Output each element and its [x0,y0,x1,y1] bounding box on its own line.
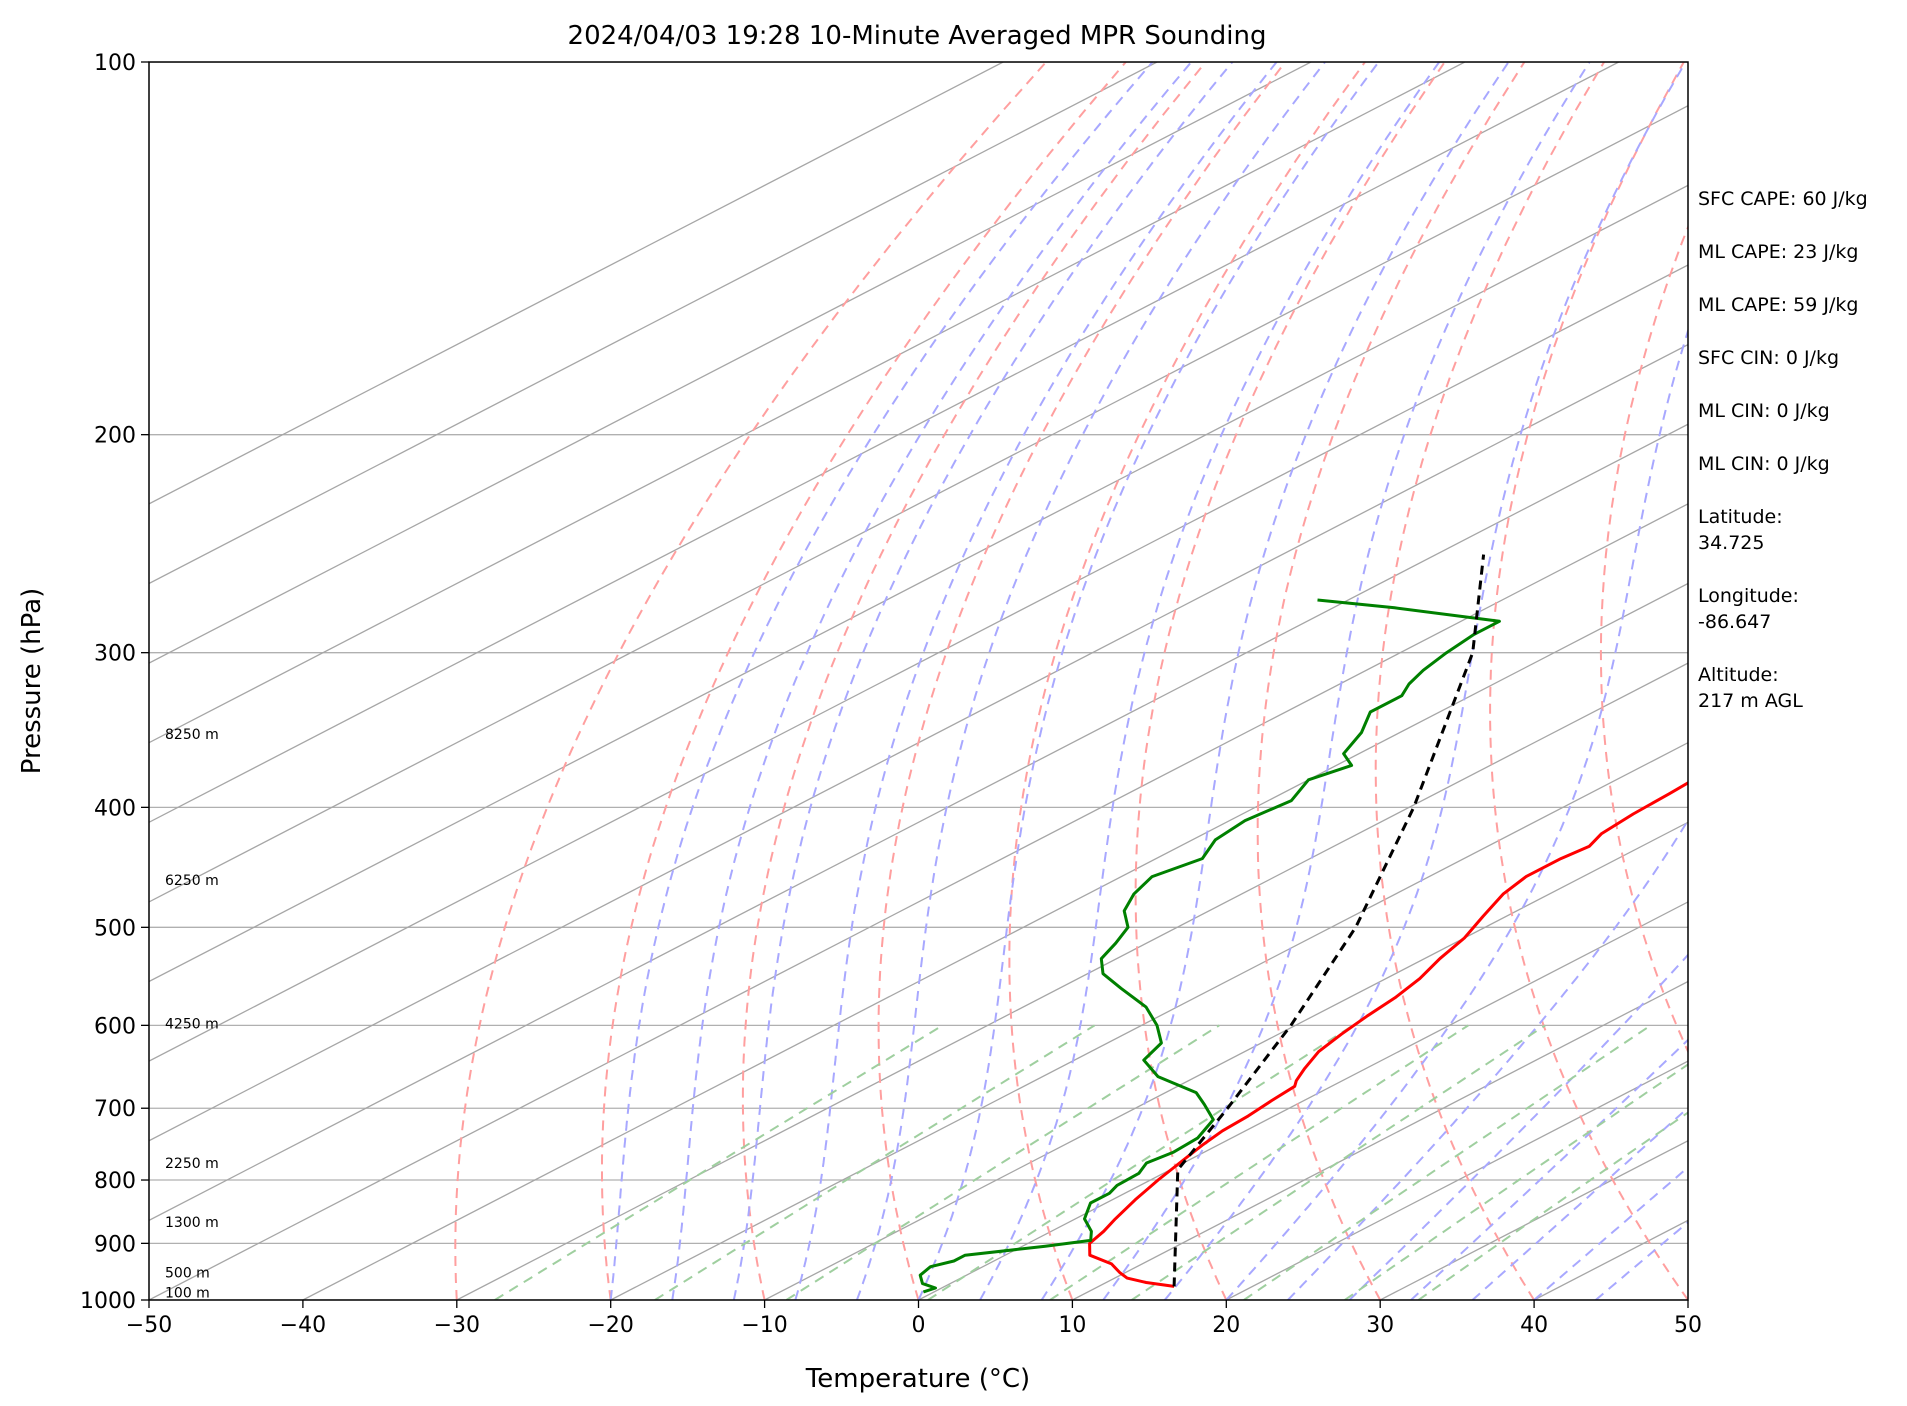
y-tick-label: 500 [94,916,136,941]
height-labels: 100 m 500 m 1300 m 2250 m 4250 m 6250 m 8250 m [165,727,219,1301]
mixing-ratio-line [1049,1024,1469,1300]
height-label: 500 m [165,1265,210,1281]
isotherm-line [1226,1060,1688,1300]
moist-adiabat-line [1102,62,1591,1300]
y-tick-label: 700 [94,1097,136,1122]
moist-adiabat-line [1410,1038,1688,1300]
x-tick-label: 50 [1674,1313,1702,1338]
background-grid [149,62,1688,1300]
parameter-item: ML CIN: 0 J/kg [1698,453,1830,475]
chart-title: 2024/04/03 19:28 10-Minute Averaged MPR … [568,21,1267,51]
height-label: 8250 m [165,727,219,743]
parameter-item: Latitude: 34.725 [1698,506,1783,554]
isotherm-line [610,741,1688,1300]
x-tick-label: −40 [280,1313,326,1338]
moist-adiabat-line [917,62,1380,1300]
height-label: 4250 m [165,1017,219,1033]
isotherm-line [1072,980,1688,1300]
x-tick-label: −10 [741,1313,787,1338]
parameter-item: Altitude: 217 m AGL [1698,664,1803,712]
moist-adiabat-line [794,62,1278,1300]
y-tick-label: 1000 [80,1289,136,1314]
plot-frame [148,61,1689,1301]
dry-adiabat-line [1008,62,1366,1300]
temperature-profile-line [1088,781,1688,1288]
dry-adiabat-line [1256,62,1526,1300]
y-tick-label: 200 [94,424,136,449]
parameter-item: SFC CAPE: 60 J/kg [1698,188,1868,210]
isotherm-line [149,62,1158,585]
isotherm-line [302,582,1688,1300]
isotherm-line [149,62,1004,505]
y-tick-label: 300 [94,642,136,667]
mixing-ratio-line [1131,1024,1546,1300]
isotherm-line [149,423,1688,1222]
isotherm-line [149,343,1688,1142]
sounding-parameters-panel: SFC CAPE: 60 J/kg ML CAPE: 23 J/kg ML CAPE… [1698,186,1903,741]
dry-adiabat-line [454,62,1047,1300]
height-label: 100 m [165,1285,210,1301]
mixing-ratio-line [785,1024,1220,1300]
height-label: 2250 m [165,1156,219,1172]
moist-adiabat-line [609,62,1154,1300]
x-tick-label: 10 [1058,1313,1086,1338]
y-axis-label: Pressure (hPa) [17,588,47,775]
moist-adiabat-line [979,62,1441,1300]
moist-adiabat-line [1163,62,1687,1300]
parameter-item: ML CIN: 0 J/kg [1698,400,1830,422]
x-tick-label: −20 [587,1313,633,1338]
isotherm-line [149,503,1688,1300]
x-tick-label: 20 [1212,1313,1240,1338]
x-tick-label: −30 [434,1313,480,1338]
mixing-ratio-line [1344,1063,1688,1300]
dry-adiabat-line [1489,62,1688,1300]
parameter-item: Longitude: -86.647 [1698,585,1799,633]
mixing-ratio-line [1417,1111,1688,1300]
isotherm-line [149,62,1620,824]
parcel-profile-line [1172,554,1486,1287]
isotherm-line [149,105,1688,903]
mixing-ratio-line [654,1024,1096,1300]
height-label: 6250 m [165,873,219,889]
dry-adiabat-line [877,62,1287,1300]
parameter-item: ML CAPE: 23 J/kg [1698,241,1859,263]
x-tick-label: −50 [126,1313,172,1338]
moist-adiabat-line [1225,327,1688,1300]
moist-adiabat-line [1040,62,1510,1300]
moist-adiabat-line [1348,953,1688,1300]
y-tick-label: 100 [94,51,136,76]
moist-adiabat-line [732,62,1234,1300]
moist-adiabat-line [671,62,1193,1300]
isotherm-line [149,264,1688,1062]
x-tick-label: 40 [1520,1313,1548,1338]
x-tick-label: 0 [912,1313,926,1338]
dry-adiabat-line [741,62,1207,1300]
moist-adiabat-line [855,62,1326,1300]
x-axis-label: Temperature (°C) [805,1364,1030,1394]
isotherm-line [764,821,1688,1300]
dry-adiabat-line [1599,224,1688,1054]
height-label: 1300 m [165,1215,219,1231]
dry-adiabat-line [601,62,1127,1300]
x-tick-label: 30 [1366,1313,1394,1338]
y-tick-label: 600 [94,1014,136,1039]
isotherm-line [149,62,1312,664]
axes: −50 −40 −30 −20 −10 0 10 20 30 40 50 100 200 300 400 50… [80,51,1702,1338]
y-tick-label: 400 [94,796,136,821]
mixing-ratio-line [1243,1024,1652,1300]
y-tick-label: 800 [94,1169,136,1194]
parameter-item: SFC CIN: 0 J/kg [1698,347,1840,369]
y-tick-label: 900 [94,1232,136,1257]
dry-adiabat-line [1134,62,1446,1300]
dewpoint-profile-line [918,598,1501,1294]
isotherm-line [149,62,1466,744]
sounding-profiles [918,554,1688,1294]
mixing-ratio-line [494,1024,944,1300]
mixing-ratio-line [927,1024,1354,1300]
isotherm-line [149,184,1688,983]
parameter-item: ML CAPE: 59 J/kg [1698,294,1859,316]
isotherm-line [456,662,1688,1300]
